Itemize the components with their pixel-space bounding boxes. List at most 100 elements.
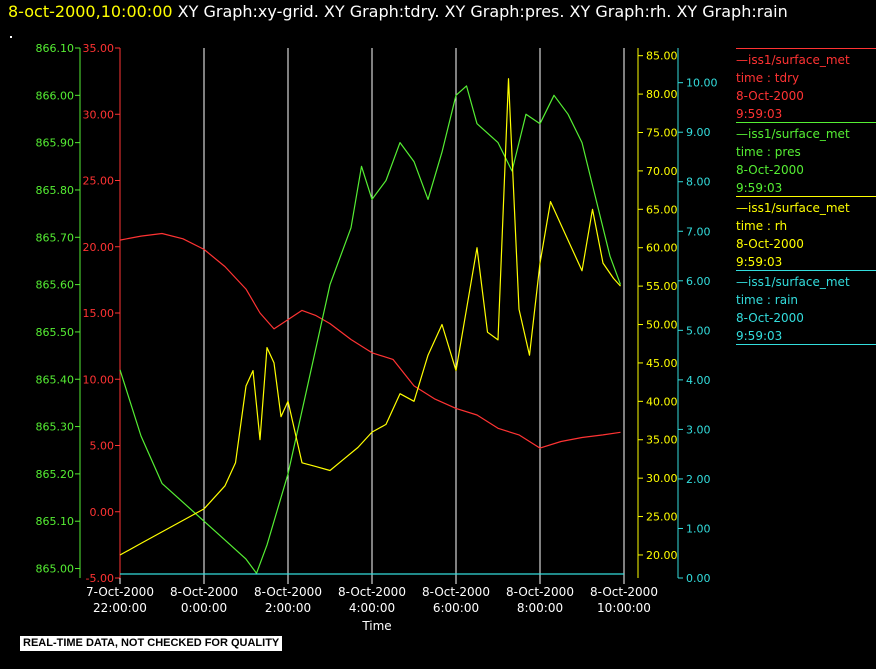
tdry-tick-label: -5.00 — [86, 572, 114, 585]
legend-date: 8-Oct-2000 — [736, 163, 804, 177]
legend-date: 8-Oct-2000 — [736, 89, 804, 103]
rh-tick-label: 55.00 — [646, 280, 678, 293]
rh-tick-label: 35.00 — [646, 434, 678, 447]
legend: —iss1/surface_met time : tdry 8-Oct-2000 9:… — [736, 48, 876, 346]
rain-tick-label: 6.00 — [686, 275, 711, 288]
tdry-series-line — [119, 232, 621, 449]
rh-tick-label: 45.00 — [646, 357, 678, 370]
tdry-tick-label: 35.00 — [83, 42, 115, 55]
x-tick-label: 8-Oct-2000 — [422, 585, 490, 599]
x-tick-label: 8-Oct-2000 — [338, 585, 406, 599]
legend-time: 9:59:03 — [736, 107, 783, 121]
x-tick-label: 7-Oct-2000 — [86, 585, 154, 599]
legend-source: —iss1/surface_met — [736, 201, 850, 215]
tdry-axis: -5.00 0.00 5.00 10.00 15.00 20.00 25.00 30.00 35… — [83, 42, 121, 585]
tdry-tick-label: 25.00 — [83, 175, 115, 188]
x-tick-label: 8-Oct-2000 — [254, 585, 322, 599]
pres-tick-label: 865.00 — [36, 563, 75, 576]
rain-tick-label: 9.00 — [686, 126, 711, 139]
x-tick-label: 6:00:00 — [433, 601, 479, 615]
rain-tick-label: 5.00 — [686, 324, 711, 337]
tdry-tick-label: 5.00 — [90, 440, 115, 453]
pres-tick-label: 865.80 — [36, 184, 75, 197]
x-tick-label: 22:00:00 — [93, 601, 147, 615]
rain-tick-label: 10.00 — [686, 77, 718, 90]
legend-source: —iss1/surface_met — [736, 275, 850, 289]
pres-tick-label: 865.20 — [36, 468, 75, 481]
pres-tick-label: 866.10 — [36, 42, 75, 55]
rh-tick-label: 60.00 — [646, 242, 678, 255]
axes: 865.00 865.10 865.20 865.30 865.40 865.50 865.… — [36, 42, 718, 585]
rh-tick-label: 20.00 — [646, 549, 678, 562]
tdry-tick-label: 20.00 — [83, 241, 115, 254]
pres-tick-label: 866.00 — [36, 89, 75, 102]
rain-tick-label: 0.00 — [686, 572, 711, 585]
rh-tick-label: 70.00 — [646, 165, 678, 178]
x-tick-label: 8:00:00 — [517, 601, 563, 615]
tdry-tick-label: 15.00 — [83, 307, 115, 320]
legend-source: —iss1/surface_met — [736, 127, 850, 141]
rh-tick-label: 25.00 — [646, 511, 678, 524]
quality-disclaimer: REAL-TIME DATA, NOT CHECKED FOR QUALITY — [20, 636, 283, 651]
legend-var: time : pres — [736, 145, 801, 159]
pres-tick-label: 865.40 — [36, 373, 75, 386]
legend-divider — [736, 344, 876, 346]
tdry-tick-label: 10.00 — [83, 373, 115, 386]
rh-tick-label: 80.00 — [646, 88, 678, 101]
x-tick-label: 8-Oct-2000 — [590, 585, 658, 599]
title-graphs: XY Graph:xy-grid. XY Graph:tdry. XY Grap… — [177, 2, 788, 21]
status-dot — [10, 36, 12, 38]
rh-tick-label: 50.00 — [646, 319, 678, 332]
rh-tick-label: 40.00 — [646, 395, 678, 408]
window-title: 8-oct-2000,10:00:00 XY Graph:xy-grid. XY… — [8, 2, 788, 21]
legend-date: 8-Oct-2000 — [736, 237, 804, 251]
legend-var: time : rain — [736, 293, 799, 307]
x-tick-label: 2:00:00 — [265, 601, 311, 615]
rain-tick-label: 1.00 — [686, 522, 711, 535]
rain-axis: 0.00 1.00 2.00 3.00 4.00 5.00 6.00 7.00 8.00 9.00… — [677, 48, 718, 585]
x-tick-label: 4:00:00 — [349, 601, 395, 615]
legend-var: time : rh — [736, 219, 788, 233]
title-timestamp: 8-oct-2000,10:00:00 — [8, 2, 173, 21]
rain-tick-label: 4.00 — [686, 374, 711, 387]
rh-axis: 20.00 25.00 30.00 35.00 40.00 45.00 50.00 55.00… — [637, 48, 678, 578]
legend-var: time : tdry — [736, 71, 800, 85]
legend-time: 9:59:03 — [736, 329, 783, 343]
rh-series-line — [119, 78, 621, 556]
x-tick-label: 0:00:00 — [181, 601, 227, 615]
legend-time: 9:59:03 — [736, 255, 783, 269]
grid-lines — [203, 48, 625, 578]
pres-tick-label: 865.10 — [36, 515, 75, 528]
pres-tick-label: 865.50 — [36, 326, 75, 339]
rain-tick-label: 3.00 — [686, 423, 711, 436]
tdry-tick-label: 30.00 — [83, 108, 115, 121]
x-axis-ticks: 7-Oct-2000 22:00:00 8-Oct-2000 0:00:00 8-Oct… — [86, 578, 658, 615]
legend-date: 8-Oct-2000 — [736, 311, 804, 325]
pres-tick-label: 865.90 — [36, 137, 75, 150]
legend-source: —iss1/surface_met — [736, 53, 850, 67]
x-tick-label: 8-Oct-2000 — [506, 585, 574, 599]
series-group — [119, 78, 624, 575]
pres-series-line — [119, 85, 622, 574]
pres-tick-label: 865.60 — [36, 279, 75, 292]
tdry-tick-label: 0.00 — [90, 506, 115, 519]
pres-tick-label: 865.30 — [36, 421, 75, 434]
rh-tick-label: 75.00 — [646, 126, 678, 139]
rain-tick-label: 8.00 — [686, 176, 711, 189]
x-tick-label: 10:00:00 — [597, 601, 651, 615]
pres-axis: 865.00 865.10 865.20 865.30 865.40 865.50 865.… — [36, 42, 81, 578]
x-tick-label: 8-Oct-2000 — [170, 585, 238, 599]
x-axis-label: Time — [361, 619, 391, 633]
rain-tick-label: 2.00 — [686, 473, 711, 486]
rh-tick-label: 30.00 — [646, 472, 678, 485]
legend-time: 9:59:03 — [736, 181, 783, 195]
pres-tick-label: 865.70 — [36, 231, 75, 244]
rh-tick-label: 65.00 — [646, 203, 678, 216]
rh-tick-label: 85.00 — [646, 50, 678, 63]
rain-tick-label: 7.00 — [686, 225, 711, 238]
